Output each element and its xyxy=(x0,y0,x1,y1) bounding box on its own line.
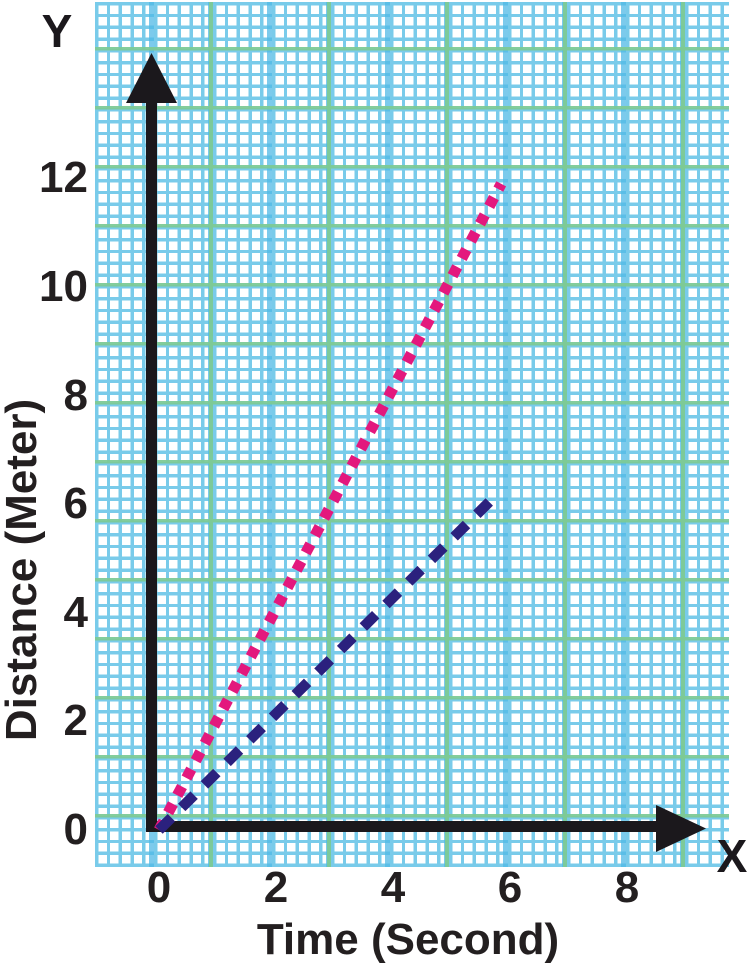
series-line-dotted xyxy=(154,181,507,833)
x-axis-title: Time (Second) xyxy=(256,915,560,964)
x-axis xyxy=(146,805,706,852)
x-axis-letter-label: X xyxy=(716,830,748,882)
data-series-group xyxy=(154,181,507,834)
y-axis-letter-label: Y xyxy=(41,5,73,57)
y-tick-label: 6 xyxy=(63,479,88,529)
x-tick-label: 6 xyxy=(497,863,523,912)
y-tick-label: 0 xyxy=(63,805,88,854)
series-line-dashed xyxy=(155,495,497,834)
x-axis-arrowhead-icon xyxy=(656,805,706,852)
y-tick-label: 12 xyxy=(39,153,88,203)
y-tick-label: 10 xyxy=(39,262,88,311)
x-tick-label: 2 xyxy=(263,863,289,912)
x-tick-label: 8 xyxy=(614,863,640,912)
y-axis-arrowhead-icon xyxy=(126,53,177,103)
graph-paper-background xyxy=(95,2,729,867)
x-tick-label: 4 xyxy=(380,863,406,912)
y-tick-label: 8 xyxy=(63,370,88,420)
y-tick-label: 2 xyxy=(63,696,88,746)
y-tick-label: 4 xyxy=(63,587,88,637)
y-axis xyxy=(126,53,177,832)
x-tick-label: 0 xyxy=(146,863,172,912)
